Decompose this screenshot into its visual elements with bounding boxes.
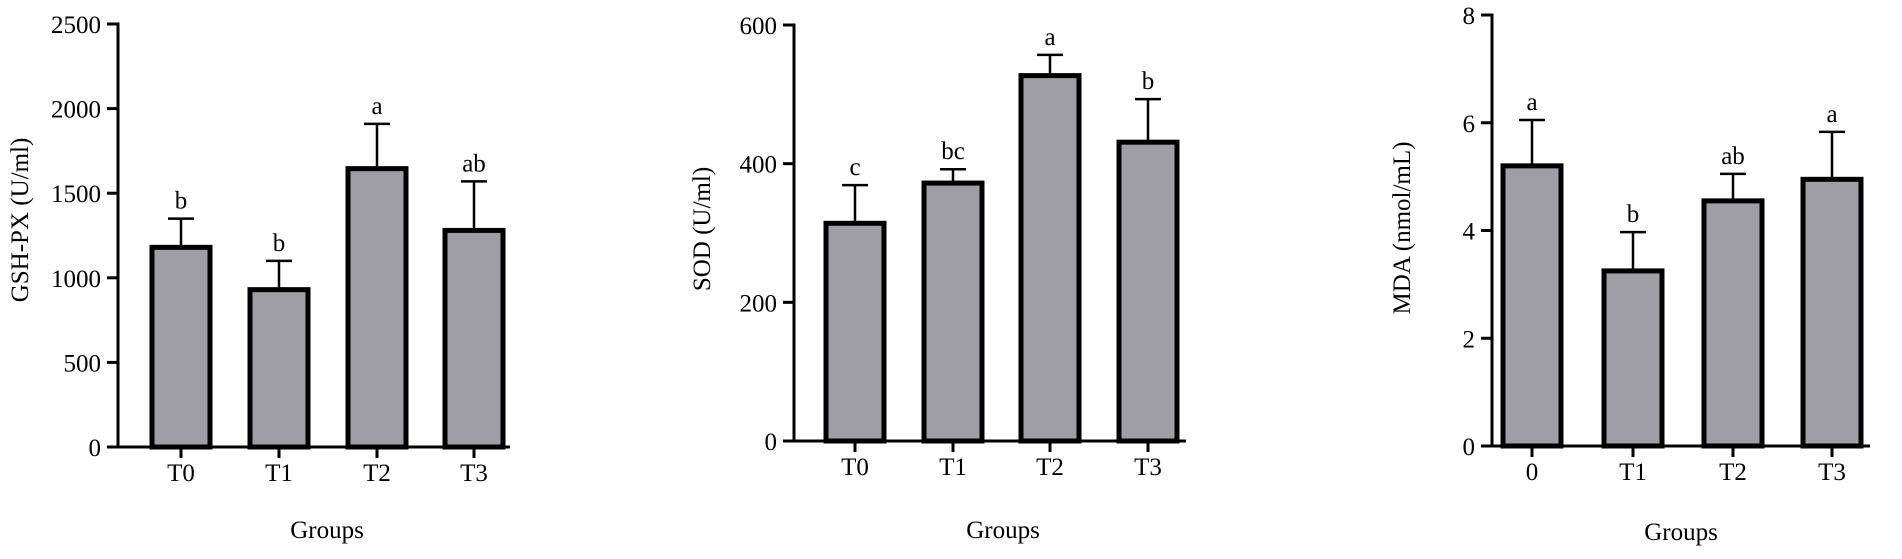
gsh-px-panel: GSH-PX (U/ml) Groups b T0 b T1 a T2 ab T3 0 500 10… [7, 12, 510, 544]
gsh-px-significance-letter-t2: a [371, 93, 382, 120]
gsh-px-y-tick-label: 2500 [51, 12, 101, 39]
sod-x-tick-label: T0 [841, 454, 869, 481]
mda-y-tick-label: 4 [1463, 219, 1476, 246]
gsh-px-y-tick-label: 2000 [51, 97, 101, 124]
mda-x-tick-label: T3 [1818, 459, 1846, 486]
gsh-px-y-axis-label: GSH-PX (U/ml) [7, 138, 34, 303]
gsh-px-y-tick-label: 0 [89, 435, 102, 462]
mda-significance-letter-t1: b [1627, 201, 1640, 228]
sod-significance-letter-t1: bc [941, 138, 965, 165]
gsh-px-bar-t0 [149, 244, 213, 450]
gsh-px-bar-t1 [247, 287, 311, 450]
sod-bar-t0 [823, 220, 887, 444]
mda-x-tick-label: T1 [1619, 459, 1647, 486]
sod-y-axis-label: SOD (U/ml) [689, 167, 716, 291]
mda-x-tick-label: T2 [1719, 459, 1747, 486]
sod-x-tick-label: T1 [939, 454, 967, 481]
mda-bar-0 [1500, 163, 1564, 449]
mda-y-tick-label: 8 [1463, 3, 1476, 30]
sod-y-tick-label: 400 [740, 152, 778, 179]
gsh-px-significance-letter-t1: b [273, 230, 286, 257]
mda-significance-letter-t3: a [1826, 101, 1837, 128]
mda-significance-letter-t2: ab [1721, 143, 1745, 170]
sod-significance-letter-t2: a [1044, 24, 1055, 51]
sod-x-axis-label: Groups [966, 517, 1040, 544]
mda-y-tick-label: 2 [1463, 326, 1476, 353]
mda-y-tick-label: 6 [1463, 111, 1476, 138]
mda-significance-letter-0: a [1526, 89, 1537, 116]
mda-panel: MDA (nmol/mL) Groups a 0 b T1 ab T2 a T3 0 2 4 6 8 [1389, 3, 1870, 546]
sod-y-tick-label: 0 [765, 429, 778, 456]
mda-bar-t1 [1601, 268, 1665, 449]
gsh-px-significance-letter-t0: b [175, 188, 188, 215]
sod-significance-letter-t0: c [849, 154, 860, 181]
gsh-px-y-tick-label: 1000 [51, 266, 101, 293]
gsh-px-x-tick-label: T2 [363, 460, 391, 487]
mda-y-axis-label: MDA (nmol/mL) [1389, 142, 1416, 315]
mda-y-tick-label: 0 [1463, 434, 1476, 461]
gsh-px-bar-t3 [442, 227, 506, 450]
gsh-px-x-axis-label: Groups [290, 517, 364, 544]
sod-bar-t3 [1116, 139, 1180, 444]
sod-y-tick-label: 600 [740, 13, 778, 40]
sod-panel: SOD (U/ml) Groups c T0 bc T1 a T2 b T3 0 200 400 60… [689, 13, 1186, 544]
gsh-px-x-tick-label: T1 [265, 460, 293, 487]
sod-bar-t2 [1018, 73, 1082, 444]
gsh-px-y-tick-label: 500 [64, 350, 102, 377]
mda-bar-t3 [1800, 176, 1864, 449]
sod-significance-letter-t3: b [1142, 68, 1155, 95]
gsh-px-significance-letter-t3: ab [462, 150, 486, 177]
gsh-px-bar-t2 [345, 166, 409, 450]
sod-x-tick-label: T2 [1036, 454, 1064, 481]
sod-x-tick-label: T3 [1134, 454, 1162, 481]
sod-y-tick-label: 200 [740, 290, 778, 317]
mda-x-tick-label: 0 [1526, 459, 1539, 486]
gsh-px-x-tick-label: T0 [167, 460, 195, 487]
gsh-px-x-tick-label: T3 [460, 460, 488, 487]
gsh-px-y-tick-label: 1500 [51, 181, 101, 208]
mda-bar-t2 [1701, 198, 1765, 449]
sod-bar-t1 [921, 180, 985, 444]
mda-x-axis-label: Groups [1644, 519, 1718, 546]
